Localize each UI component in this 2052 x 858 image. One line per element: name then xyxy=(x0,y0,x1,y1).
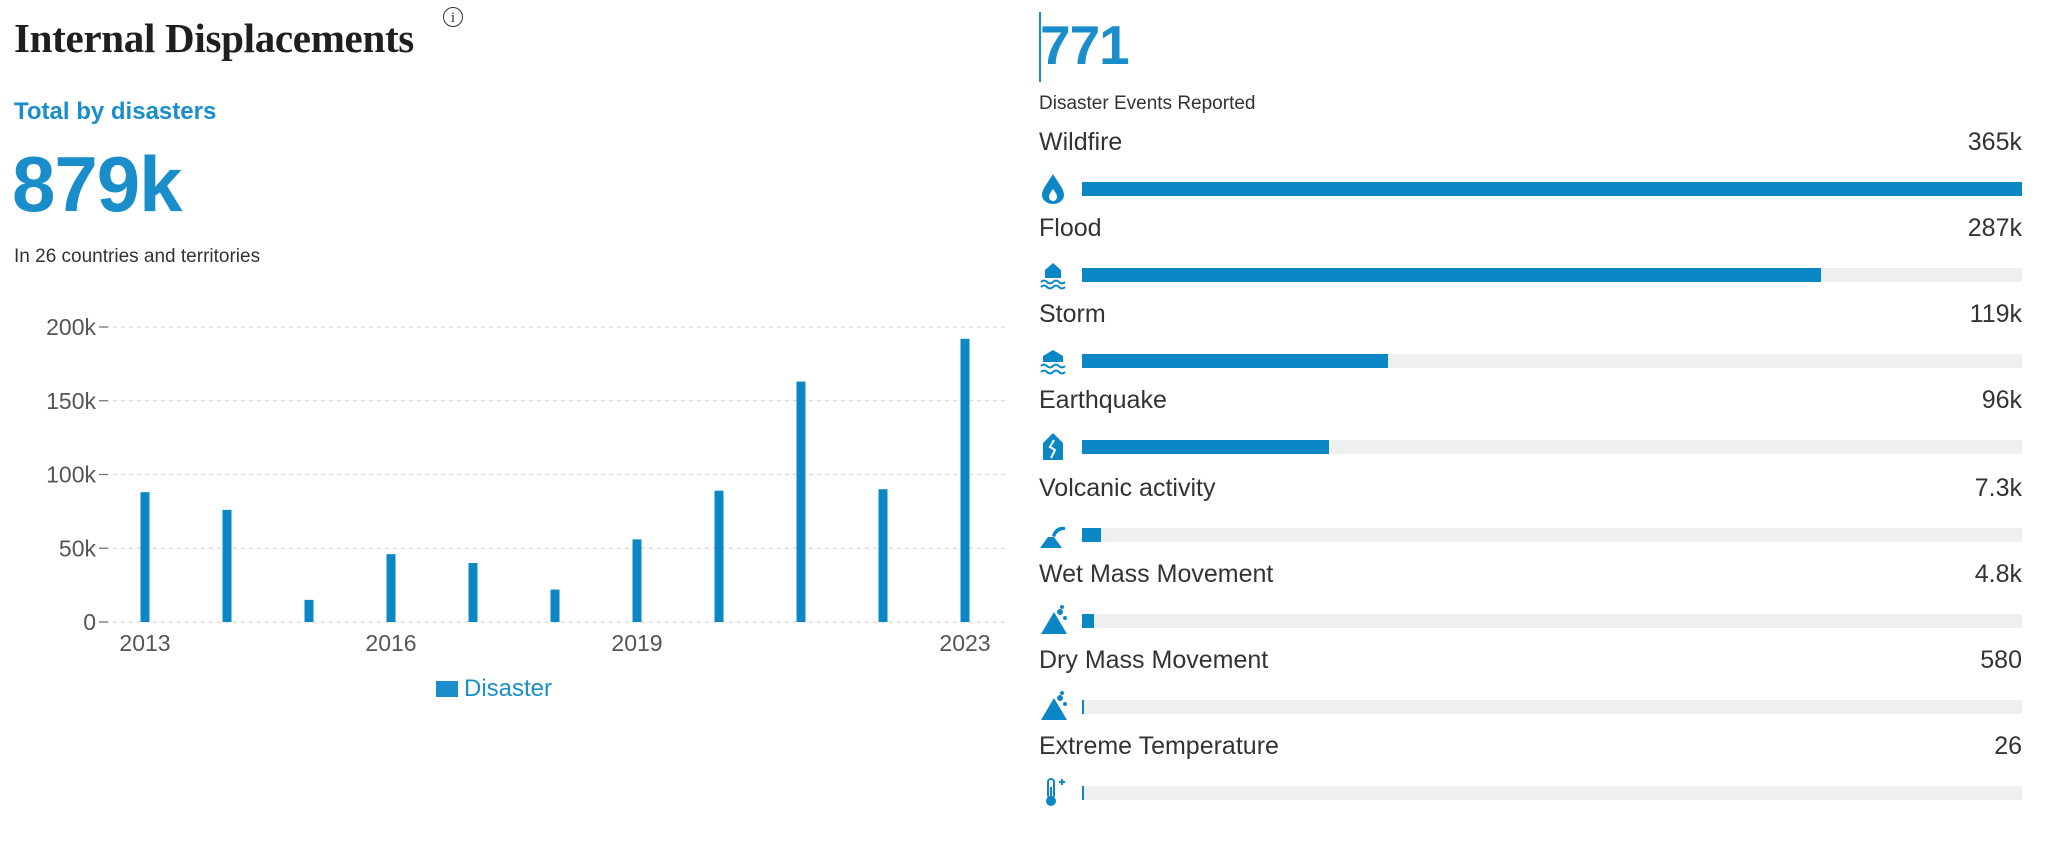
bar-fill xyxy=(1082,268,1822,282)
disaster-row-storm[interactable]: Storm 119k xyxy=(1039,300,2022,386)
y-tick-label: 200k xyxy=(46,314,96,340)
bar-2022 xyxy=(878,489,888,622)
bar-2014 xyxy=(222,509,232,622)
row-label: Flood xyxy=(1039,214,1102,242)
row-label: Earthquake xyxy=(1039,386,1167,414)
bar-track xyxy=(1082,268,2022,282)
bar-fill xyxy=(1082,354,1389,368)
bar-track xyxy=(1082,786,2022,800)
row-value: 119k xyxy=(1969,300,2022,328)
disaster-row-extreme-temperature[interactable]: Extreme Temperature 26 xyxy=(1039,732,2022,818)
disaster-row-dry-mass-movement[interactable]: Dry Mass Movement 580 xyxy=(1039,646,2022,732)
thermometer-icon xyxy=(1039,776,1067,808)
volcano-icon xyxy=(1039,518,1067,550)
bar-2016 xyxy=(386,554,396,622)
dry-mass-movement-icon xyxy=(1039,690,1067,722)
info-circle-icon[interactable]: i xyxy=(443,7,463,27)
x-tick-label: 2016 xyxy=(365,630,416,656)
page-title: Internal Displacements xyxy=(14,15,414,61)
bar-2023 xyxy=(960,338,970,622)
row-value: 287k xyxy=(1967,214,2022,242)
wildfire-icon xyxy=(1039,172,1067,204)
bar-fill xyxy=(1082,182,2022,196)
earthquake-icon xyxy=(1039,430,1067,462)
legend-swatch xyxy=(436,681,458,697)
displacement-bar-chart: 0 50k 100k 150k 200k 2013 2016 2019 2023 xyxy=(46,314,1005,656)
bar-2017 xyxy=(468,563,478,622)
row-label: Storm xyxy=(1039,300,1106,328)
row-value: 365k xyxy=(1967,128,2022,156)
row-label: Extreme Temperature xyxy=(1039,732,1279,760)
bar-track xyxy=(1082,528,2022,542)
y-tick-label: 50k xyxy=(59,535,97,561)
y-tick-label: 0 xyxy=(83,609,96,635)
bar-fill xyxy=(1082,786,1084,800)
bar-fill xyxy=(1082,528,1101,542)
disaster-row-earthquake[interactable]: Earthquake 96k xyxy=(1039,386,2022,472)
bar-track xyxy=(1082,700,2022,714)
events-accent-rule xyxy=(1039,12,1041,82)
bar-2013 xyxy=(140,492,150,622)
row-label: Dry Mass Movement xyxy=(1039,646,1269,674)
bar-track xyxy=(1082,354,2022,368)
disaster-row-wet-mass-movement[interactable]: Wet Mass Movement 4.8k xyxy=(1039,560,2022,646)
total-displacements: 879k xyxy=(12,140,183,228)
bar-track xyxy=(1082,440,2022,454)
x-tick-label: 2013 xyxy=(119,630,170,656)
storm-icon xyxy=(1039,344,1067,376)
row-value: 580 xyxy=(1980,646,2022,674)
events-count: 771 xyxy=(1040,14,1130,76)
bar-fill xyxy=(1082,614,1095,628)
disaster-row-wildfire[interactable]: Wildfire 365k xyxy=(1039,128,2022,214)
disaster-row-flood[interactable]: Flood 287k xyxy=(1039,214,2022,300)
row-value: 4.8k xyxy=(1974,560,2022,588)
bar-fill xyxy=(1082,440,1330,454)
bar-2019 xyxy=(632,539,642,622)
bar-track xyxy=(1082,182,2022,196)
row-value: 96k xyxy=(1981,386,2022,414)
bar-2020 xyxy=(714,490,724,622)
row-value: 26 xyxy=(1994,732,2022,760)
row-value: 7.3k xyxy=(1974,474,2022,502)
bar-2021 xyxy=(796,381,806,622)
countries-caption: In 26 countries and territories xyxy=(14,246,261,267)
x-tick-label: 2019 xyxy=(611,630,662,656)
bar-2018 xyxy=(550,589,560,622)
row-label: Wet Mass Movement xyxy=(1039,560,1274,588)
flood-icon xyxy=(1039,258,1067,290)
chart-legend[interactable]: Disaster xyxy=(436,675,552,703)
bar-2015 xyxy=(304,599,314,622)
wet-mass-movement-icon xyxy=(1039,604,1067,636)
y-tick-label: 150k xyxy=(46,388,96,414)
row-label: Wildfire xyxy=(1039,128,1123,156)
subheading: Total by disasters xyxy=(14,98,217,125)
row-label: Volcanic activity xyxy=(1039,474,1216,502)
y-tick-label: 100k xyxy=(46,462,96,488)
events-label: Disaster Events Reported xyxy=(1039,93,1256,114)
legend-label: Disaster xyxy=(464,675,553,702)
bar-track xyxy=(1082,614,2022,628)
bar-fill xyxy=(1082,700,1084,714)
x-tick-label: 2023 xyxy=(939,630,990,656)
disaster-row-volcanic-activity[interactable]: Volcanic activity 7.3k xyxy=(1039,474,2022,560)
